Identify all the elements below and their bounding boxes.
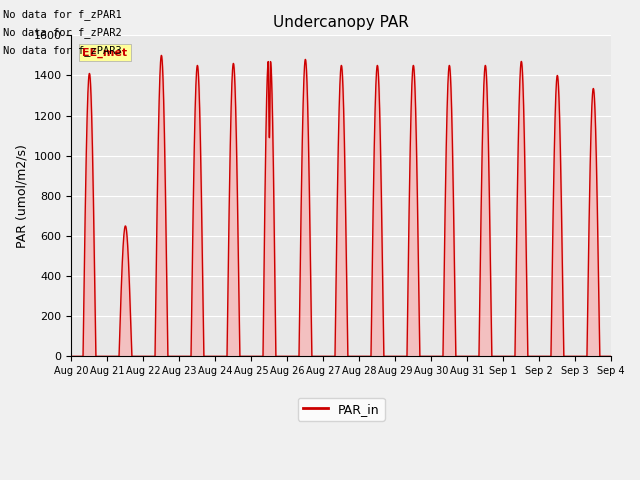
Text: No data for f_zPAR2: No data for f_zPAR2 <box>3 27 122 38</box>
Text: No data for f_zPAR1: No data for f_zPAR1 <box>3 9 122 20</box>
Legend: PAR_in: PAR_in <box>298 398 385 420</box>
Y-axis label: PAR (umol/m2/s): PAR (umol/m2/s) <box>15 144 28 248</box>
Text: No data for f_zPAR3: No data for f_zPAR3 <box>3 45 122 56</box>
Title: Undercanopy PAR: Undercanopy PAR <box>273 15 409 30</box>
Text: EE_met: EE_met <box>82 48 127 58</box>
